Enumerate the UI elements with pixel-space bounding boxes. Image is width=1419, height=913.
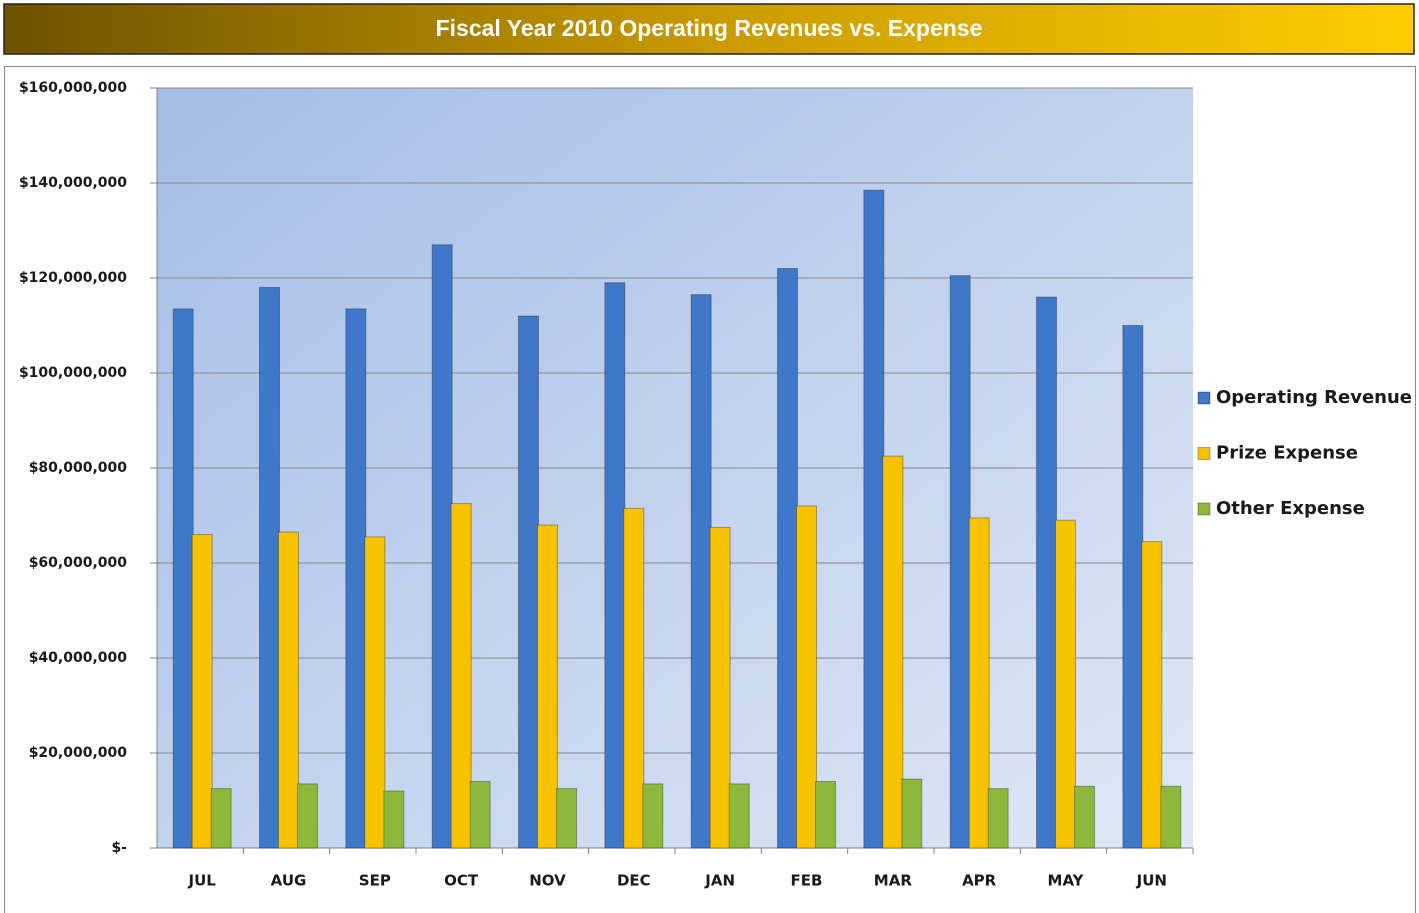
bar [690, 294, 712, 849]
legend-label: Prize Expense [1216, 443, 1358, 464]
y-tick-label: $160,000,000 [19, 80, 127, 96]
bar [297, 783, 318, 849]
x-tick-label: FEB [791, 872, 823, 890]
bar [949, 275, 971, 849]
y-tick-label: $40,000,000 [29, 650, 128, 666]
bar [556, 788, 577, 849]
chart-title: Fiscal Year 2010 Operating Revenues vs. … [436, 15, 983, 41]
legend-swatch [1197, 502, 1211, 516]
y-tick-label: $120,000,000 [19, 270, 127, 286]
y-tick-label: $20,000,000 [29, 745, 128, 761]
x-tick-label: MAY [1048, 872, 1085, 890]
bar [709, 526, 731, 849]
x-tick-label: JUL [188, 872, 217, 890]
x-tick-label: JUN [1136, 872, 1167, 890]
bar [882, 455, 904, 849]
bar [968, 517, 990, 849]
legend-swatch [1197, 447, 1211, 460]
x-tick-label: APR [962, 872, 997, 890]
legend-swatch [1197, 391, 1211, 405]
bar [604, 282, 626, 849]
x-tick-label: DEC [617, 872, 651, 890]
bar [191, 534, 213, 849]
y-tick-label: $- [111, 840, 127, 856]
bar [815, 781, 836, 849]
x-tick-label: NOV [529, 872, 566, 890]
bar [259, 287, 280, 849]
y-tick-label: $80,000,000 [29, 460, 128, 476]
bar [172, 308, 194, 849]
bar [518, 315, 539, 849]
x-tick-label: JAN [704, 872, 735, 890]
bar [901, 778, 923, 849]
bar [431, 244, 453, 849]
bar [1036, 296, 1057, 849]
bar [728, 783, 750, 849]
bar [623, 507, 645, 849]
legend-label: Other Expense [1216, 498, 1365, 519]
bar [777, 268, 798, 849]
title-bar [3, 3, 1415, 55]
bar [345, 308, 367, 849]
x-tick-label: MAR [874, 872, 913, 890]
bar [863, 189, 885, 849]
x-tick-label: OCT [444, 872, 479, 890]
bar [210, 788, 232, 849]
bar [796, 505, 817, 849]
bar [278, 531, 299, 849]
x-tick-label: SEP [359, 872, 391, 890]
bar [1122, 325, 1144, 849]
bar [642, 783, 664, 849]
legend-label: Operating Revenue [1216, 387, 1412, 408]
bar [987, 788, 1009, 849]
bar [450, 503, 472, 849]
y-tick-label: $140,000,000 [19, 175, 127, 191]
bar [537, 524, 558, 849]
y-tick-label: $60,000,000 [29, 555, 128, 571]
bar [383, 790, 405, 849]
bar [1160, 785, 1182, 849]
bar [364, 536, 386, 849]
y-tick-label: $100,000,000 [19, 365, 127, 381]
bar [1074, 785, 1095, 849]
x-tick-label: AUG [271, 872, 307, 890]
bar [1055, 519, 1076, 849]
bar [1141, 541, 1163, 849]
bar [469, 781, 491, 849]
